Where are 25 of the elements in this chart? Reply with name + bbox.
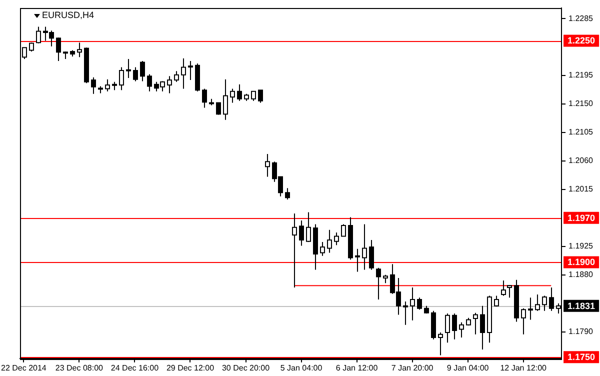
- x-tick-label: 7 Jan 20:00: [391, 363, 434, 372]
- x-tick-label: 12 Jan 12:00: [500, 363, 548, 372]
- y-tick-label: 1.2105: [568, 128, 594, 137]
- chart-title: EURUSD,H4: [42, 10, 94, 21]
- x-tick-label: 24 Dec 16:00: [110, 363, 160, 372]
- y-tick-label: 1.1880: [568, 270, 594, 280]
- x-tick-label: 23 Dec 08:00: [55, 363, 104, 372]
- y-tick-label: 1.2015: [568, 184, 594, 194]
- x-tick-label: 9 Jan 04:00: [446, 363, 490, 372]
- y-tick-label: 1.2150: [568, 99, 594, 108]
- x-tick-label: 29 Dec 12:00: [166, 363, 215, 372]
- ref-line-label: 1.1970: [568, 212, 596, 223]
- ref-line-label: 1.2250: [568, 36, 596, 46]
- x-tick-label: 30 Dec 20:00: [222, 363, 270, 372]
- ref-line-label: 1.1831: [568, 300, 596, 311]
- ref-line-label: 1.1750: [568, 352, 596, 362]
- y-tick-label: 1.2195: [568, 70, 594, 80]
- x-tick-label: 6 Jan 12:00: [336, 363, 378, 372]
- x-tick-label: 5 Jan 04:00: [280, 363, 323, 372]
- y-tick-label: 1.2285: [568, 14, 594, 23]
- y-tick-label: 1.1790: [568, 327, 594, 336]
- y-tick-label: 1.1925: [568, 242, 594, 251]
- x-tick-label: 22 Dec 2014: [0, 363, 47, 372]
- y-tick-label: 1.2060: [568, 156, 594, 166]
- ref-line-label: 1.1900: [568, 257, 596, 268]
